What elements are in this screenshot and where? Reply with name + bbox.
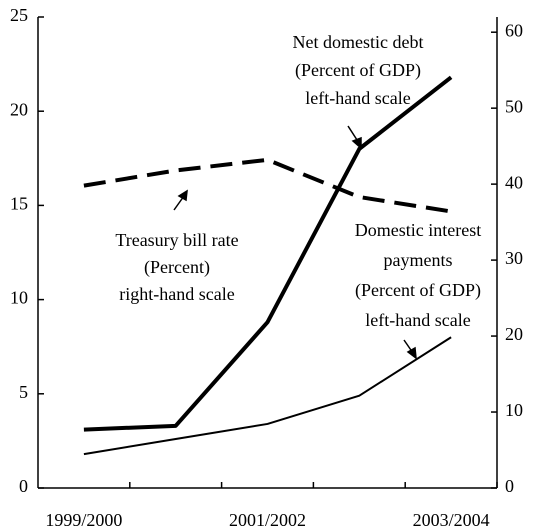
y2-tick-label: 50 [505, 96, 523, 116]
annotation: Net domestic debt [293, 32, 424, 52]
annotation: (Percent of GDP) [355, 280, 481, 301]
y-tick-label: 5 [19, 382, 28, 402]
arrow-head [406, 346, 417, 360]
annotation: Treasury bill rate [115, 230, 238, 250]
y2-tick-label: 60 [505, 20, 523, 40]
annotation: left-hand scale [365, 310, 470, 330]
y-tick-label: 20 [10, 99, 28, 119]
y-tick-label: 25 [10, 5, 28, 25]
arrow-head [177, 189, 188, 202]
y2-tick-label: 10 [505, 400, 523, 420]
series-line [83, 75, 453, 432]
y2-tick-label: 30 [505, 248, 523, 268]
annotation: left-hand scale [305, 88, 410, 108]
annotation: (Percent of GDP) [295, 60, 421, 81]
annotation: right-hand scale [119, 284, 234, 304]
annotation: (Percent) [144, 257, 210, 278]
y2-tick-label: 20 [505, 324, 523, 344]
annotation: Domestic interest [355, 220, 481, 240]
y2-tick-label: 0 [505, 476, 514, 496]
x-tick-label: 2001/2002 [229, 510, 306, 530]
annotation: payments [384, 250, 453, 270]
series-line [83, 336, 452, 456]
y2-tick-label: 40 [505, 172, 523, 192]
x-tick-label: 1999/2000 [45, 510, 122, 530]
y-tick-label: 0 [19, 476, 28, 496]
series-line [83, 157, 452, 214]
annotation-arrows [173, 125, 417, 360]
arrow-head [351, 136, 362, 150]
x-tick-label: 2003/2004 [413, 510, 490, 530]
y-tick-label: 15 [10, 194, 28, 214]
y-tick-label: 10 [10, 288, 28, 308]
